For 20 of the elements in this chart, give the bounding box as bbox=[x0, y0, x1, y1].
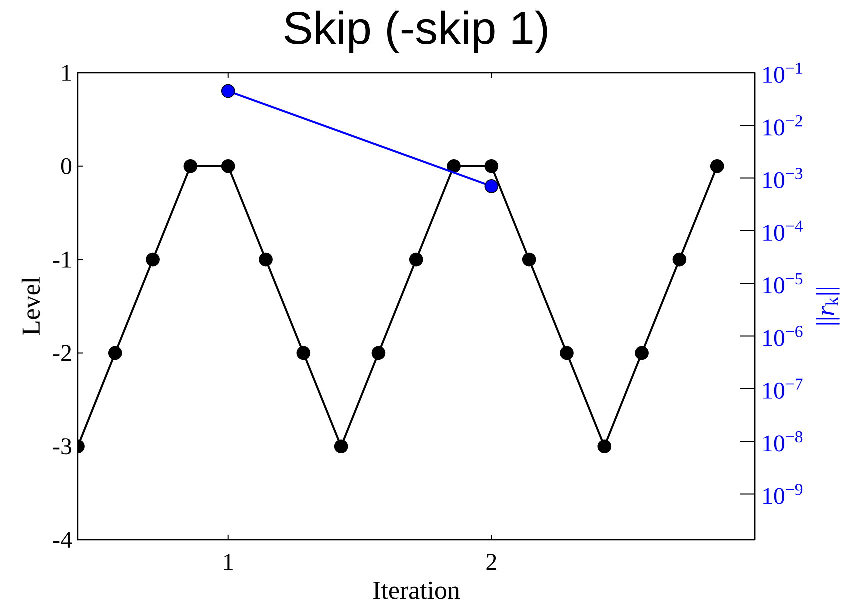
y2-axis-title: ||r$_{k}$|| bbox=[816, 288, 840, 325]
y-axis-title: Level bbox=[22, 278, 40, 336]
y-tick-label: -4 bbox=[53, 532, 72, 548]
y2-tick-label: 10$^{−6}$ bbox=[764, 326, 803, 346]
y-tick-label: -2 bbox=[53, 345, 72, 362]
y2-tick-label: 10$^{−9}$ bbox=[764, 484, 803, 504]
y-tick-label: -1 bbox=[53, 252, 72, 268]
y2-tick-label: 10$^{−5}$ bbox=[764, 274, 803, 294]
y-tick-label: 1 bbox=[62, 65, 72, 81]
y2-tick-label: 10$^{−8}$ bbox=[764, 431, 803, 452]
y-tick-label: -3 bbox=[53, 438, 72, 455]
y2-tick-label: 10$^{−1}$ bbox=[764, 62, 802, 84]
y2-tick-label: 10$^{−2}$ bbox=[764, 116, 802, 136]
x-tick-label: 2 bbox=[486, 554, 496, 570]
y2-tick-label: 10$^{−7}$ bbox=[764, 378, 803, 400]
y-tick-label: 0 bbox=[61, 158, 72, 174]
x-axis-title: Iteration bbox=[374, 582, 460, 600]
y2-tick-label: 10$^{−4}$ bbox=[764, 220, 803, 242]
chart-title: Skip (-skip 1) bbox=[284, 10, 548, 54]
y2-tick-label: 10$^{−3}$ bbox=[764, 168, 803, 188]
